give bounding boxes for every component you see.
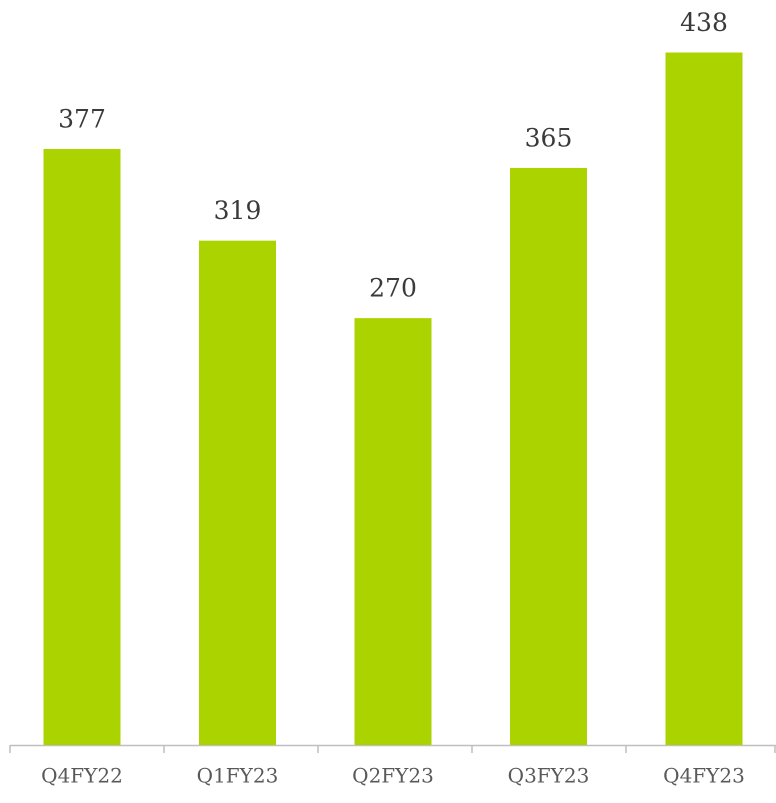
x-tick-label: Q4FY22 bbox=[41, 764, 123, 788]
bar bbox=[199, 240, 276, 745]
data-label: 438 bbox=[680, 8, 728, 37]
x-tick-label: Q3FY23 bbox=[508, 764, 590, 788]
bar bbox=[510, 167, 587, 745]
data-label: 365 bbox=[525, 123, 573, 152]
bar bbox=[43, 148, 121, 745]
data-label: 270 bbox=[369, 274, 417, 303]
bar bbox=[665, 52, 743, 746]
x-tick-label: Q4FY23 bbox=[663, 764, 745, 788]
data-label: 377 bbox=[58, 104, 106, 133]
x-tick-label: Q2FY23 bbox=[352, 764, 434, 788]
bar bbox=[354, 318, 432, 745]
x-tick-label: Q1FY23 bbox=[197, 764, 279, 788]
data-label: 319 bbox=[214, 196, 262, 225]
